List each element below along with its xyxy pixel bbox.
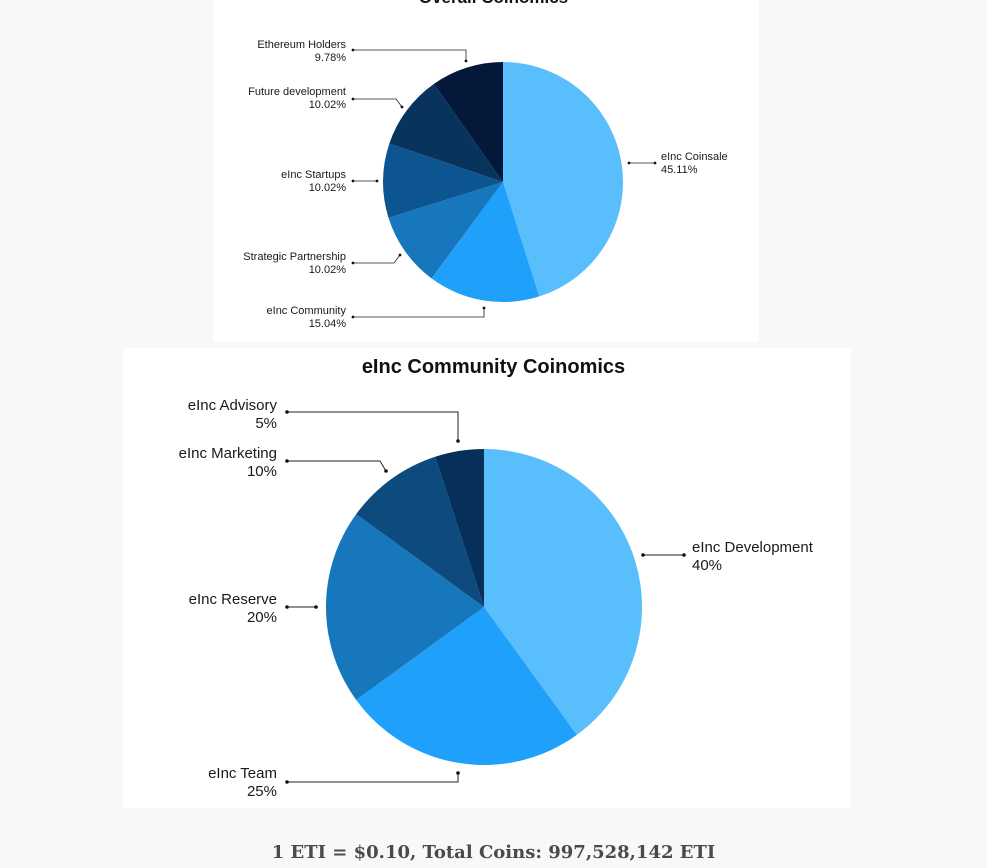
community-value-einc-marketing: 10% (247, 463, 277, 480)
community-slice-einc-team (356, 607, 577, 765)
overall-slice-ethereum-holders (433, 62, 503, 182)
overall-slice-future-development (389, 83, 503, 182)
overall-label-einc-startups: eInc Startups (281, 169, 346, 181)
overall-value-ethereum-holders: 9.78% (315, 52, 346, 64)
overall-slice-einc-coinsale (503, 62, 623, 297)
community-slice-einc-marketing (356, 456, 484, 607)
overall-slice-einc-community (431, 182, 540, 302)
overall-value-einc-coinsale: 45.11% (661, 164, 698, 176)
overall-value-future-development: 10.02% (309, 99, 347, 111)
community-chart-title: eInc Community Coinomics (361, 356, 626, 378)
overall-chart-title: Overall Coinomics (0, 0, 987, 8)
community-slice-einc-advisory (435, 449, 484, 607)
community-value-einc-development: 40% (692, 557, 722, 574)
overall-label-einc-community: eInc Community (267, 305, 347, 317)
community-value-einc-advisory: 5% (255, 415, 277, 432)
community-label-einc-development: eInc Development (692, 539, 814, 556)
overall-slice-einc-startups (383, 143, 503, 218)
overall-label-einc-coinsale: eInc Coinsale (661, 151, 728, 163)
community-slice-einc-reserve (326, 514, 484, 700)
overall-slice-strategic-partnership (388, 182, 503, 279)
overall-value-strategic-partnership: 10.02% (309, 264, 347, 276)
community-label-einc-marketing: eInc Marketing (179, 445, 277, 462)
community-value-einc-reserve: 20% (247, 609, 277, 626)
community-label-einc-reserve: eInc Reserve (189, 591, 277, 608)
overall-value-einc-startups: 10.02% (309, 182, 347, 194)
community-label-einc-team: eInc Team (208, 765, 277, 782)
overall-value-einc-community: 15.04% (309, 318, 347, 330)
community-value-einc-team: 25% (247, 783, 277, 800)
community-slice-einc-development (484, 449, 642, 735)
token-summary: 1 ETI = $0.10, Total Coins: 997,528,142 … (271, 842, 716, 863)
overall-label-ethereum-holders: Ethereum Holders (257, 39, 346, 51)
overall-label-future-development: Future development (248, 86, 346, 98)
community-label-einc-advisory: eInc Advisory (188, 397, 278, 414)
overall-label-strategic-partnership: Strategic Partnership (243, 251, 346, 263)
